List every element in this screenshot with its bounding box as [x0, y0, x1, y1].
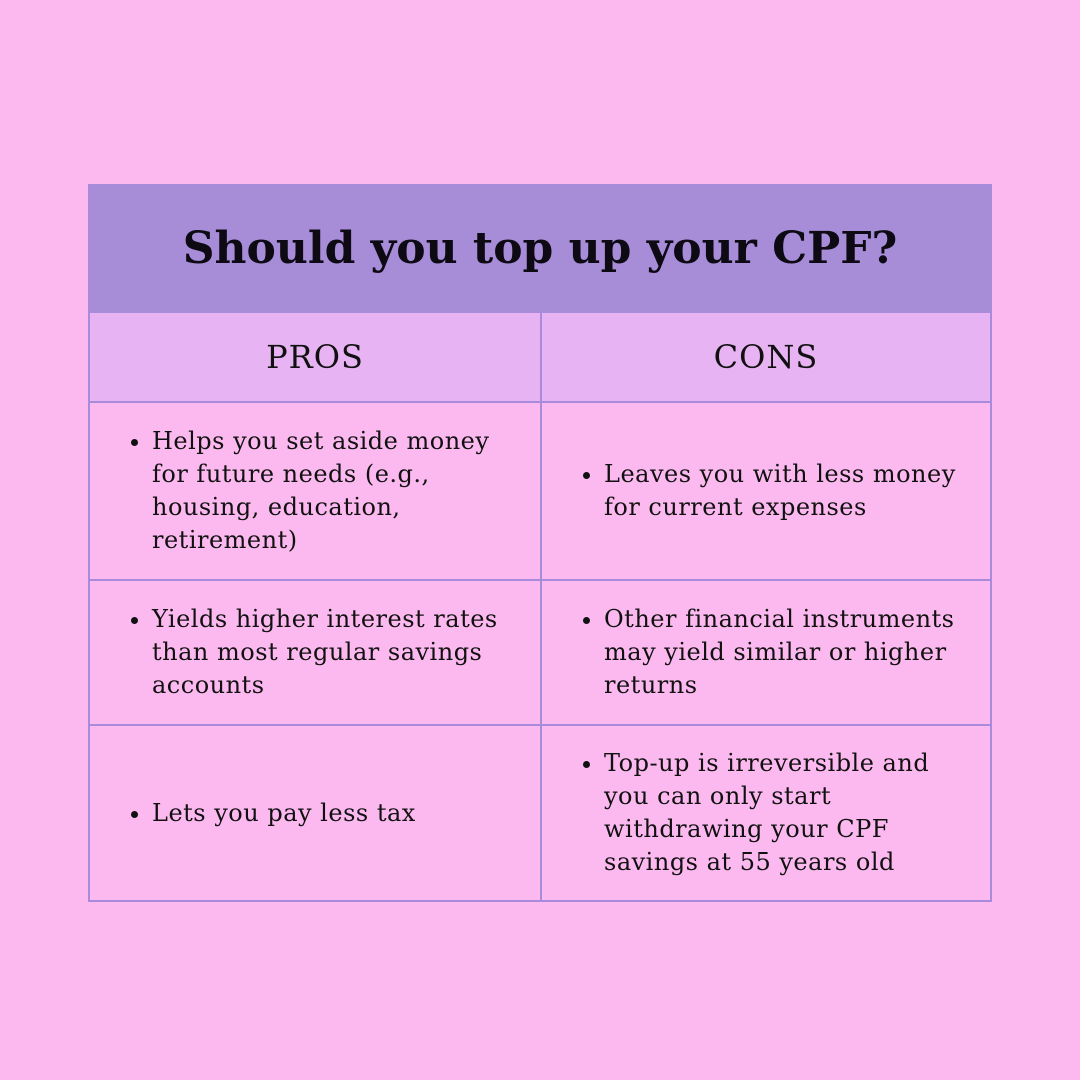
pro-item: Yields higher interest rates than most r… [152, 603, 520, 702]
pro-cell: Yields higher interest rates than most r… [90, 581, 540, 724]
pro-item: Lets you pay less tax [152, 797, 416, 830]
table-row: Yields higher interest rates than most r… [90, 579, 990, 724]
pro-item: Helps you set aside money for future nee… [152, 425, 520, 557]
con-cell: Leaves you with less money for current e… [540, 403, 990, 579]
con-cell: Top-up is irreversible and you can only … [540, 726, 990, 900]
table-title: Should you top up your CPF? [90, 186, 990, 311]
table-row: Lets you pay less tax Top-up is irrevers… [90, 724, 990, 900]
pro-cell: Helps you set aside money for future nee… [90, 403, 540, 579]
con-item: Other financial instruments may yield si… [604, 603, 970, 702]
con-cell: Other financial instruments may yield si… [540, 581, 990, 724]
cons-header: CONS [540, 313, 990, 401]
pros-cons-table: Should you top up your CPF? PROS CONS He… [88, 184, 992, 902]
con-item: Top-up is irreversible and you can only … [604, 747, 970, 879]
table-row: Helps you set aside money for future nee… [90, 401, 990, 579]
pro-cell: Lets you pay less tax [90, 726, 540, 900]
con-item: Leaves you with less money for current e… [604, 458, 970, 524]
header-row: PROS CONS [90, 311, 990, 401]
pros-header: PROS [90, 313, 540, 401]
